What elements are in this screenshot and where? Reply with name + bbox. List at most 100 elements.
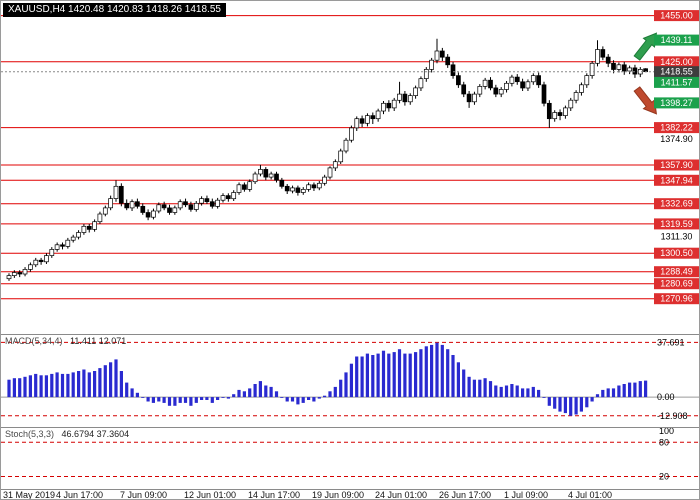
macd-histogram-bar (558, 397, 562, 412)
macd-histogram-bar (141, 397, 145, 398)
macd-axis-value: 0.00 (657, 392, 675, 402)
macd-histogram-bar (301, 397, 305, 403)
price-label-box (654, 97, 699, 109)
symbol-timeframe-label: XAUUSD,H4 (8, 4, 66, 15)
candle-body (461, 84, 467, 95)
macd-histogram-bar (574, 397, 578, 415)
candle-body (439, 50, 445, 58)
macd-histogram-bar (467, 376, 471, 398)
candle-body (381, 102, 386, 112)
macd-histogram-bar (344, 372, 348, 398)
candle-body (557, 112, 563, 116)
price-label-value: 1300.50 (660, 248, 693, 258)
candle-body (391, 99, 397, 109)
candle-body (595, 49, 600, 64)
candle-body (611, 62, 616, 70)
stochastic-panel[interactable]: Stoch(5,3,3) 46.6794 37.3604 100 80 20 (1, 427, 699, 489)
macd-histogram-bar (285, 397, 289, 402)
macd-histogram-bar (622, 384, 626, 398)
candle-body (268, 173, 274, 178)
macd-histogram-bar (328, 391, 332, 398)
macd-name-label: MACD(5,34,4) (5, 336, 63, 346)
macd-histogram-bar (151, 397, 155, 403)
macd-histogram-bar (531, 386, 535, 398)
macd-histogram-bar (617, 385, 621, 398)
down-arrow-icon (633, 86, 658, 115)
macd-histogram-bar (424, 346, 428, 398)
macd-histogram-bar (264, 385, 268, 398)
macd-histogram-bar (274, 391, 279, 398)
candle-body (423, 69, 429, 79)
macd-histogram-bar (317, 397, 321, 399)
macd-histogram-bar (253, 384, 257, 398)
candle-body (38, 259, 44, 263)
candle-body (22, 269, 28, 275)
macd-histogram-bar (50, 373, 54, 398)
candle-body (129, 201, 135, 209)
macd-histogram-bar (638, 381, 642, 398)
candle-body (563, 107, 568, 116)
macd-histogram-bar (221, 397, 225, 398)
candle-body (28, 264, 33, 270)
candle-body (6, 275, 12, 280)
macd-histogram-bar (510, 384, 514, 398)
candle-body (434, 50, 440, 61)
candle-body (552, 112, 558, 120)
up-arrow-icon (633, 32, 658, 61)
price-label-box (654, 278, 699, 290)
candle-body (456, 75, 461, 86)
macd-histogram-bar (242, 391, 246, 398)
macd-histogram-bar (130, 388, 134, 398)
time-axis-label: 12 Jun 01:00 (184, 490, 237, 500)
candle-body (466, 93, 472, 103)
macd-histogram-bar (157, 397, 161, 402)
candle-body (81, 225, 87, 233)
macd-histogram-bar (200, 397, 204, 400)
macd-histogram-bar (290, 397, 295, 402)
candle-body (504, 82, 509, 90)
candle-body (322, 176, 327, 184)
macd-histogram-bar (633, 382, 637, 398)
candle-body (54, 244, 60, 250)
macd-histogram-bar (628, 382, 632, 398)
macd-histogram-bar (44, 375, 48, 398)
candle-body (514, 76, 520, 83)
candle-body (370, 115, 376, 120)
macd-histogram-bar (446, 349, 450, 398)
macd-histogram-bar (392, 352, 396, 398)
macd-axis-value: 37.691 (657, 337, 685, 347)
candle-body (332, 161, 338, 169)
candle-body (343, 139, 349, 152)
candle-body (102, 207, 108, 215)
macd-histogram-bar (60, 373, 65, 398)
candle-body (161, 204, 167, 209)
candle-body (167, 207, 172, 213)
candle-body (236, 184, 242, 193)
main-chart-panel[interactable]: 1455.00 1439.11 1425.00 1418.55 1411.57 1398.… (1, 1, 699, 334)
macd-histogram-bar (456, 362, 460, 398)
macd-histogram-bar (189, 397, 193, 406)
candle-body (450, 64, 456, 76)
macd-histogram-bar (563, 397, 567, 414)
macd-panel[interactable]: MACD(5,34,4) 11.411 12.071 37.691 0.00 -12… (1, 334, 699, 427)
macd-histogram-bar (542, 397, 546, 398)
macd-chart-svg[interactable]: 37.691 0.00 -12.908 (1, 335, 699, 427)
macd-histogram-bar (521, 388, 525, 398)
candle-body (70, 236, 76, 241)
candle-body (140, 205, 146, 213)
macd-histogram-bar (403, 353, 407, 398)
macd-histogram-bar (28, 375, 32, 398)
candle-body (579, 84, 584, 93)
candle-body (49, 249, 55, 256)
macd-histogram-bar (258, 381, 262, 398)
candle-body (359, 118, 365, 124)
candle-body (295, 187, 301, 193)
macd-histogram-bar (499, 386, 503, 398)
candle-body (11, 272, 17, 276)
candle-body (263, 169, 269, 178)
candle-body (204, 198, 210, 203)
macd-histogram-bar (18, 378, 22, 398)
macd-histogram-bar (585, 397, 589, 408)
